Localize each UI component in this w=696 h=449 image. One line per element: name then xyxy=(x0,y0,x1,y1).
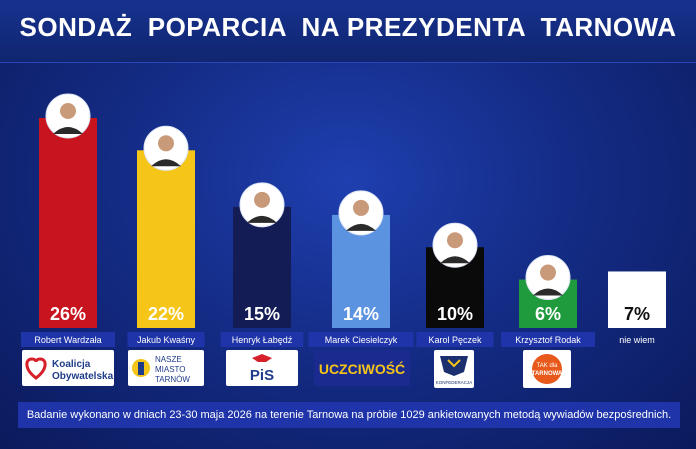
logo-ko-line2: Obywatelska xyxy=(52,371,114,382)
candidate-face xyxy=(60,103,76,119)
tak-badge-icon: TAK dla TARNOWA xyxy=(532,354,563,384)
candidate-name: nie wiem xyxy=(619,335,655,345)
city-emblem-icon: NASZE MIASTO TARNÓW xyxy=(132,355,190,384)
logo-konfederacja-text: KONFEDERACJA xyxy=(436,380,473,385)
candidate-suit xyxy=(533,288,563,296)
value-label: 26% xyxy=(50,304,86,324)
chart-title: SONDAŻ POPARCIA NA PREZYDENTA TARNOWA xyxy=(19,12,677,42)
candidate-suit xyxy=(247,215,277,223)
heart-icon: Koalicja Obywatelska xyxy=(25,357,114,382)
value-label: 22% xyxy=(148,304,184,324)
candidate-name: Jakub Kwaśny xyxy=(137,335,196,345)
methodology-note: Badanie wykonano w dniach 23-30 maja 202… xyxy=(18,402,680,428)
name-label-box xyxy=(416,332,494,347)
logo-tak-dla-tarnowa: TAK dla TARNOWA xyxy=(523,350,571,388)
candidate-face xyxy=(158,135,174,152)
candidate-name: Robert Wardzała xyxy=(34,335,101,345)
value-label: 6% xyxy=(535,304,561,324)
candidate-suit xyxy=(440,256,470,264)
logo-nmt-line3: TARNÓW xyxy=(155,375,190,384)
logo-uczciwosc-text: UCZCIWOŚĆ xyxy=(319,360,405,377)
candidate-suit xyxy=(53,127,83,134)
logo-konfederacja: KONFEDERACJA xyxy=(434,350,474,388)
candidate-face xyxy=(540,264,556,281)
title-bar: SONDAŻ POPARCIA NA PREZYDENTA TARNOWA xyxy=(0,0,696,63)
logo-koalicja-obywatelska: Koalicja Obywatelska xyxy=(22,350,114,386)
value-label: 14% xyxy=(343,304,379,324)
bar xyxy=(39,118,97,328)
candidate-name: Krzysztof Rodak xyxy=(515,335,581,345)
candidate-face xyxy=(447,232,463,249)
bar xyxy=(608,271,666,328)
candidate-name: Karol Pęczek xyxy=(428,335,482,345)
logo-nmt-line2: MIASTO xyxy=(155,365,186,374)
candidate-name: Marek Ciesielczyk xyxy=(325,335,398,345)
logo-nmt-line1: NASZE xyxy=(155,355,182,364)
logo-uczciwosc: UCZCIWOŚĆ xyxy=(314,350,410,386)
bar xyxy=(137,150,195,328)
eagle-icon: KONFEDERACJA xyxy=(436,356,473,385)
candidate-suit xyxy=(151,159,181,167)
eagle-icon: PiS xyxy=(250,354,274,384)
logo-tak-line2: TARNOWA xyxy=(532,371,563,377)
logo-nasze-miasto-tarnow: NASZE MIASTO TARNÓW xyxy=(128,350,204,386)
logo-tak-line1: TAK dla xyxy=(537,363,559,369)
logo-pis: PiS xyxy=(226,350,298,386)
candidate-suit xyxy=(346,223,376,231)
candidate-face xyxy=(254,191,270,208)
logo-pis-text: PiS xyxy=(250,367,274,384)
name-label-box xyxy=(127,332,205,347)
name-label-box xyxy=(308,332,414,347)
logo-uczciwosc-graphic: UCZCIWOŚĆ xyxy=(319,360,405,377)
candidate-face xyxy=(353,199,369,216)
logo-ko-line1: Koalicja xyxy=(52,359,91,370)
name-label-box xyxy=(501,332,595,347)
name-label-box xyxy=(220,332,304,347)
value-label: 10% xyxy=(437,304,473,324)
name-label-box xyxy=(21,332,115,347)
candidate-name: Henryk Łabędź xyxy=(232,335,293,345)
value-label: 7% xyxy=(624,304,650,324)
value-label: 15% xyxy=(244,304,280,324)
